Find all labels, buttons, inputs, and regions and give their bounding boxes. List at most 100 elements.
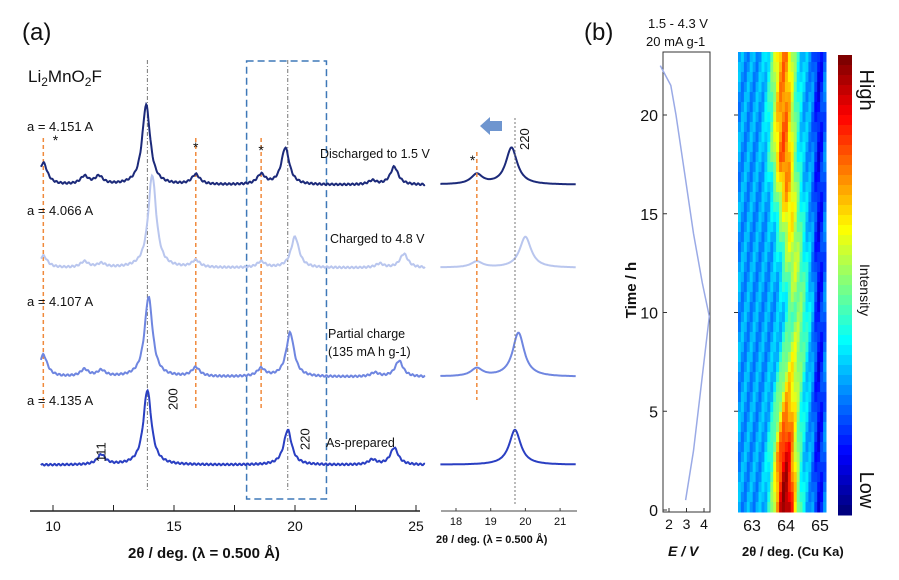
heatmap-cell <box>808 242 812 253</box>
heatmap-cell <box>802 372 806 383</box>
heatmap-cell <box>761 202 765 213</box>
heatmap-cell <box>820 342 824 353</box>
colorbar-segment <box>838 405 852 416</box>
heatmap-cell <box>820 212 824 223</box>
heatmap-cell <box>787 422 792 433</box>
heatmap-cell <box>746 302 751 313</box>
heatmap-cell <box>738 212 742 223</box>
heatmap-cell <box>787 362 792 373</box>
inset-tick-label: 18 <box>450 516 462 528</box>
heatmap-cell <box>790 122 795 133</box>
heatmap-cell <box>746 182 751 193</box>
heatmap-cell <box>787 242 792 253</box>
heatmap-cell <box>782 202 786 213</box>
heatmap-cell <box>805 472 809 483</box>
heatmap-cell <box>746 312 751 323</box>
heatmap-cell <box>787 352 792 363</box>
heatmap-cell <box>752 472 757 483</box>
heatmap-cell <box>802 122 806 133</box>
heatmap-cell <box>814 92 818 103</box>
heatmap-cell <box>764 432 768 443</box>
heatmap-cell <box>784 232 789 243</box>
heatmap-cell <box>740 372 745 383</box>
heatmap-cell <box>776 72 780 83</box>
heatmap-cell <box>811 192 815 203</box>
heatmap-cell <box>767 462 771 473</box>
heatmap-cell <box>743 182 748 193</box>
heatmap-cell <box>779 302 783 313</box>
heatmap-cell <box>805 192 809 203</box>
heatmap-cell <box>793 132 798 143</box>
heatmap-cell <box>802 202 806 213</box>
heatmap-cell <box>787 132 792 143</box>
heatmap-cell <box>808 142 812 153</box>
heatmap-cell <box>758 132 762 143</box>
heatmap-cell <box>784 382 789 393</box>
heatmap-cell <box>790 162 795 173</box>
heatmap-cell <box>740 352 745 363</box>
xrd-trace-1 <box>40 173 426 270</box>
heatmap-cell <box>784 352 789 363</box>
heatmap-cell <box>820 62 824 73</box>
heatmap-cell <box>782 442 786 453</box>
heatmap-cell <box>784 372 789 383</box>
heatmap-cell <box>755 182 759 193</box>
heatmap-cell <box>758 352 762 363</box>
heatmap-cell <box>802 102 806 113</box>
formula-subscript: 2 <box>85 75 92 89</box>
heatmap-cell <box>767 82 771 93</box>
heatmap-cell <box>820 432 824 443</box>
heatmap-cell <box>784 312 789 323</box>
heatmap-cell <box>820 82 824 93</box>
heatmap-cell <box>770 392 774 403</box>
heatmap-cell <box>787 102 792 113</box>
heatmap-cell <box>761 402 765 413</box>
heatmap-cell <box>746 172 751 183</box>
heatmap-cell <box>758 152 762 163</box>
heatmap-cell <box>752 482 757 493</box>
heatmap-cell <box>749 92 754 103</box>
heatmap-cell <box>764 282 768 293</box>
heatmap-cell <box>776 82 780 93</box>
heatmap-cell <box>787 462 792 473</box>
heatmap-cell <box>770 282 774 293</box>
inset-x-axis-label: 2θ / deg. (λ = 0.500 Å) <box>436 533 548 546</box>
voltage-time-plot: 2 3 4 0 5 10 15 20 <box>640 51 711 532</box>
heatmap-cell <box>746 232 751 243</box>
heatmap-cell <box>749 192 754 203</box>
heatmap-cell <box>779 272 783 283</box>
heatmap-cell <box>743 112 748 123</box>
heatmap-cell <box>770 262 774 273</box>
heatmap-cell <box>758 52 762 63</box>
heatmap-cell <box>796 442 801 453</box>
heatmap-cell <box>787 52 792 63</box>
heatmap-cell <box>743 62 748 73</box>
heatmap-cell <box>773 242 777 253</box>
heatmap-cell <box>740 122 745 133</box>
heatmap-cell <box>811 262 815 273</box>
heatmap-cell <box>755 422 759 433</box>
heatmap-cell <box>770 502 774 513</box>
colorbar-segment <box>838 75 852 86</box>
heatmap-cell <box>779 82 783 93</box>
heatmap-cell <box>761 252 765 263</box>
colorbar-segment <box>838 145 852 156</box>
heatmap-cell <box>740 332 745 343</box>
heatmap-cell <box>802 112 806 123</box>
heatmap-cell <box>808 472 812 483</box>
heatmap-cell <box>814 182 818 193</box>
highlight-box <box>245 60 328 500</box>
heatmap-cell <box>779 362 783 373</box>
heatmap-cell <box>817 262 821 273</box>
heatmap-cell <box>820 302 824 313</box>
heatmap-cell <box>758 202 762 213</box>
heatmap-cell <box>764 352 768 363</box>
heatmap-cell <box>779 212 783 223</box>
colorbar-segment <box>838 505 852 516</box>
heatmap-cell <box>808 432 812 443</box>
heatmap-cell <box>752 152 757 163</box>
heatmap-cell <box>758 332 762 343</box>
heatmap-cell <box>764 322 768 333</box>
heatmap-cell <box>743 442 748 453</box>
heatmap-cell <box>779 382 783 393</box>
